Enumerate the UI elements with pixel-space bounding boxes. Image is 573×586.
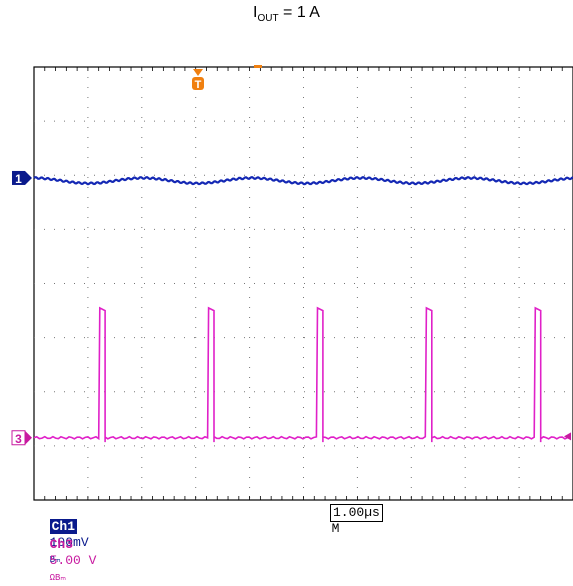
trigger-point-marker <box>254 65 262 68</box>
ch3-coupling: ΩBₘ <box>49 573 67 583</box>
ch1-marker-arrow <box>25 170 32 185</box>
ch1-tag: Ch1 <box>49 519 78 534</box>
timebase-readout: M <box>316 505 340 537</box>
ch3-scale: 5.00 V <box>49 553 97 568</box>
timebase-value: 1.00µs <box>330 504 383 522</box>
trigger-position-icon <box>193 69 203 76</box>
oscilloscope-plot: 1 3 T <box>11 65 573 501</box>
ch3-marker-arrow <box>25 430 32 445</box>
ch3-tag: Ch3 <box>49 537 74 552</box>
ch3-marker-label: 3 <box>15 432 22 446</box>
chart-title: IOUT = 1 A <box>253 4 320 25</box>
ch3-trace <box>33 306 571 443</box>
trigger-level-marker <box>564 432 571 441</box>
ch1-marker <box>12 170 25 185</box>
ch1-trace <box>33 176 573 186</box>
ch3-readout: Ch3 5.00 V ΩBₘ <box>34 521 97 586</box>
trigger-badge <box>192 77 204 90</box>
trigger-label: T <box>195 79 202 91</box>
ch1-marker-label: 1 <box>15 172 22 186</box>
timebase-prefix: M <box>331 521 340 536</box>
